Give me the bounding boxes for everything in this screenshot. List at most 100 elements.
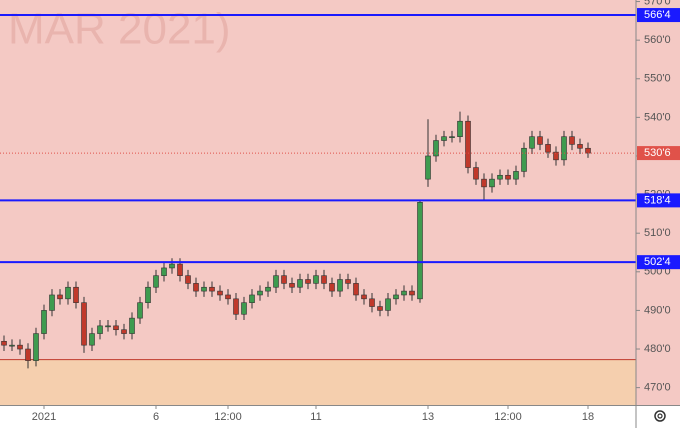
candle-body [233,298,239,315]
level-badge [637,255,680,270]
candle-body [529,136,535,149]
candle-body [81,302,87,346]
candle-body [105,325,111,328]
gear-hub[interactable] [657,413,663,419]
candle-body [249,294,255,303]
candle-body [377,306,383,311]
x-tick-label: 2021 [32,411,56,423]
candle-body [561,136,567,161]
y-tick-label: 540'0 [644,111,671,123]
candle-body [457,120,463,137]
settings-icon[interactable] [654,410,666,422]
candle-body [513,171,519,180]
candle-body [209,286,215,292]
y-tick-label: 480'0 [644,343,671,355]
candle-body [225,294,231,300]
y-tick-label: 570'0 [644,0,671,7]
x-tick-label: 11 [310,411,321,423]
candle-body [481,178,487,188]
candle-body [217,290,223,296]
candle-body [73,286,79,303]
candle-body [49,294,55,311]
x-tick-label: 12:00 [494,411,522,423]
candle-body [465,120,471,168]
candle-body [337,279,343,292]
x-tick-label: 6 [153,411,159,423]
y-tick-label: 510'0 [644,227,671,239]
level-label: 502'4 [644,256,671,268]
candle-body [417,202,423,300]
candle-body [313,275,319,284]
candle-body [345,279,351,284]
x-tick-label: 12:00 [214,411,242,423]
candle-body [257,290,263,296]
candle-body [113,325,119,331]
candle-body [137,302,143,319]
plot-background [0,0,680,405]
candle-body [129,317,135,334]
candle-body [145,286,151,303]
candle-body [265,286,271,292]
candle-body [281,275,287,284]
candle-body [121,329,127,334]
x-tick-label: 18 [582,411,594,423]
candle-body [329,283,335,292]
candle-body [449,136,455,138]
candle-body [153,275,159,288]
candle-body [305,279,311,284]
candle-body [505,174,511,180]
candle-body [409,290,415,296]
candle-body [433,140,439,157]
level-label: 518'4 [644,194,671,206]
candle-body [473,167,479,180]
candle-body [321,275,327,284]
candle-body [577,144,583,149]
candle-body [17,344,23,350]
candle-body [297,279,303,288]
zone [0,359,636,405]
candle-body [537,136,543,145]
candle-body [57,294,63,300]
candle-body [385,298,391,311]
candle-body [177,263,183,276]
candle-body [25,348,31,361]
candle-body [369,298,375,307]
y-tick-label: 550'0 [644,73,671,85]
candle-body [489,178,495,188]
candle-body [241,302,247,315]
candle-body [193,283,199,292]
candle-body [161,267,167,276]
level-label: 566'4 [644,9,671,21]
candle-body [97,325,103,334]
candle-body [425,155,431,180]
candle-body [545,144,551,153]
time-axis-background [0,405,680,428]
watermark: MAR 2021) [8,5,231,54]
level-badge [637,8,680,23]
candle-body [169,263,175,269]
candle-body [401,290,407,296]
candle-body [33,333,39,361]
candle-body [569,136,575,145]
candle-body [441,136,447,141]
candle-body [289,283,295,288]
candle-body [185,275,191,284]
candle-body [521,147,527,172]
candle-body [353,283,359,296]
last-price-badge [637,146,680,161]
candle-body [201,286,207,292]
x-tick-label: 13 [422,411,434,423]
candle-body [585,147,591,154]
gear-ring[interactable] [654,410,666,422]
y-tick-label: 490'0 [644,304,671,316]
y-tick-label: 560'0 [644,34,671,46]
candle-body [273,275,279,288]
level-badge [637,193,680,208]
candle-body [65,286,71,300]
last-price-label: 530'6 [644,147,671,159]
candle-body [553,151,559,161]
candle-body [1,340,7,346]
candle-body [41,310,47,334]
candle-body [393,294,399,300]
